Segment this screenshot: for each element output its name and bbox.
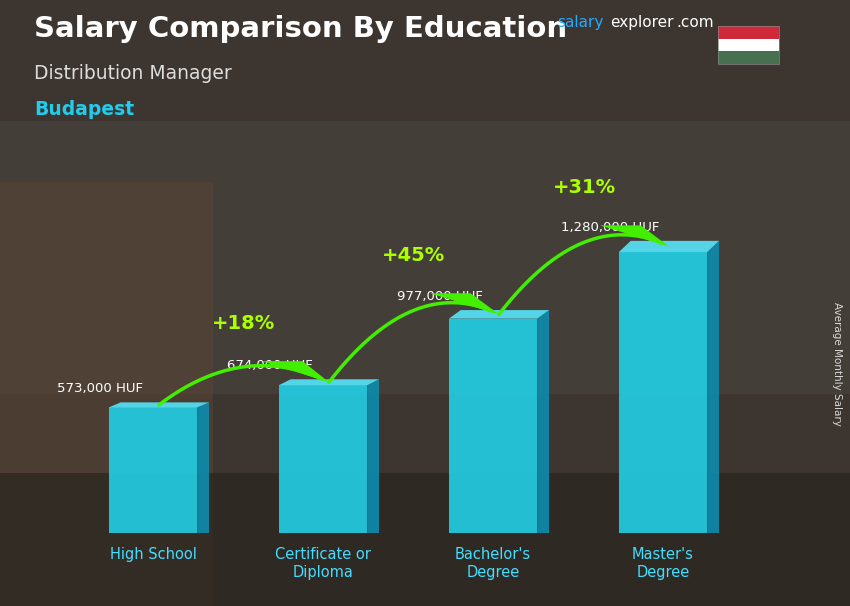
Polygon shape <box>619 241 719 252</box>
Bar <box>0 121 850 394</box>
Text: Budapest: Budapest <box>34 100 134 119</box>
Polygon shape <box>430 293 499 315</box>
Text: .com: .com <box>677 15 714 30</box>
Text: +45%: +45% <box>382 246 445 265</box>
Bar <box>0 473 850 606</box>
Polygon shape <box>600 225 669 247</box>
Polygon shape <box>109 407 197 533</box>
Polygon shape <box>707 241 719 533</box>
Text: salary: salary <box>557 15 604 30</box>
Polygon shape <box>367 379 379 533</box>
Text: 1,280,000 HUF: 1,280,000 HUF <box>561 221 660 234</box>
Text: 573,000 HUF: 573,000 HUF <box>57 382 144 395</box>
Text: +18%: +18% <box>212 314 275 333</box>
Polygon shape <box>279 385 367 533</box>
Text: 674,000 HUF: 674,000 HUF <box>228 359 313 372</box>
Polygon shape <box>279 379 379 385</box>
Bar <box>0 182 212 606</box>
Polygon shape <box>262 361 329 382</box>
Text: 977,000 HUF: 977,000 HUF <box>397 290 484 303</box>
Text: Average Monthly Salary: Average Monthly Salary <box>832 302 842 425</box>
Polygon shape <box>619 252 707 533</box>
Polygon shape <box>537 310 549 533</box>
Polygon shape <box>449 319 537 533</box>
Polygon shape <box>197 402 209 533</box>
Text: explorer: explorer <box>610 15 674 30</box>
Polygon shape <box>109 402 209 407</box>
Polygon shape <box>449 310 549 319</box>
Text: +31%: +31% <box>552 178 615 198</box>
Text: Salary Comparison By Education: Salary Comparison By Education <box>34 15 567 43</box>
Text: Distribution Manager: Distribution Manager <box>34 64 232 82</box>
